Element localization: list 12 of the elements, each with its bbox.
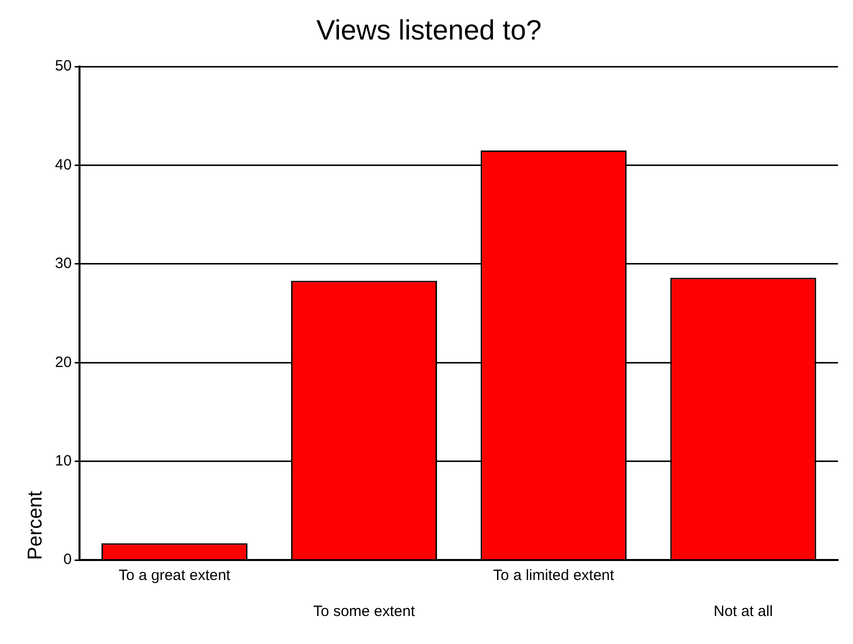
y-tick-label: 0 (63, 551, 72, 568)
x-tick-label: To a great extent (118, 567, 232, 584)
x-tick-label: To a limited extent (493, 567, 615, 584)
chart-title: Views listened to? (316, 14, 542, 46)
y-tick-label: 50 (54, 58, 72, 75)
x-tick-label: Not at all (714, 603, 773, 620)
x-tick-label: To some extent (313, 603, 416, 620)
y-tick-label: 10 (54, 452, 72, 470)
y-tick-label: 40 (54, 156, 72, 174)
y-tick-label: 20 (54, 354, 72, 371)
y-axis-title: Percent (24, 490, 47, 560)
y-tick-label: 30 (54, 255, 72, 272)
